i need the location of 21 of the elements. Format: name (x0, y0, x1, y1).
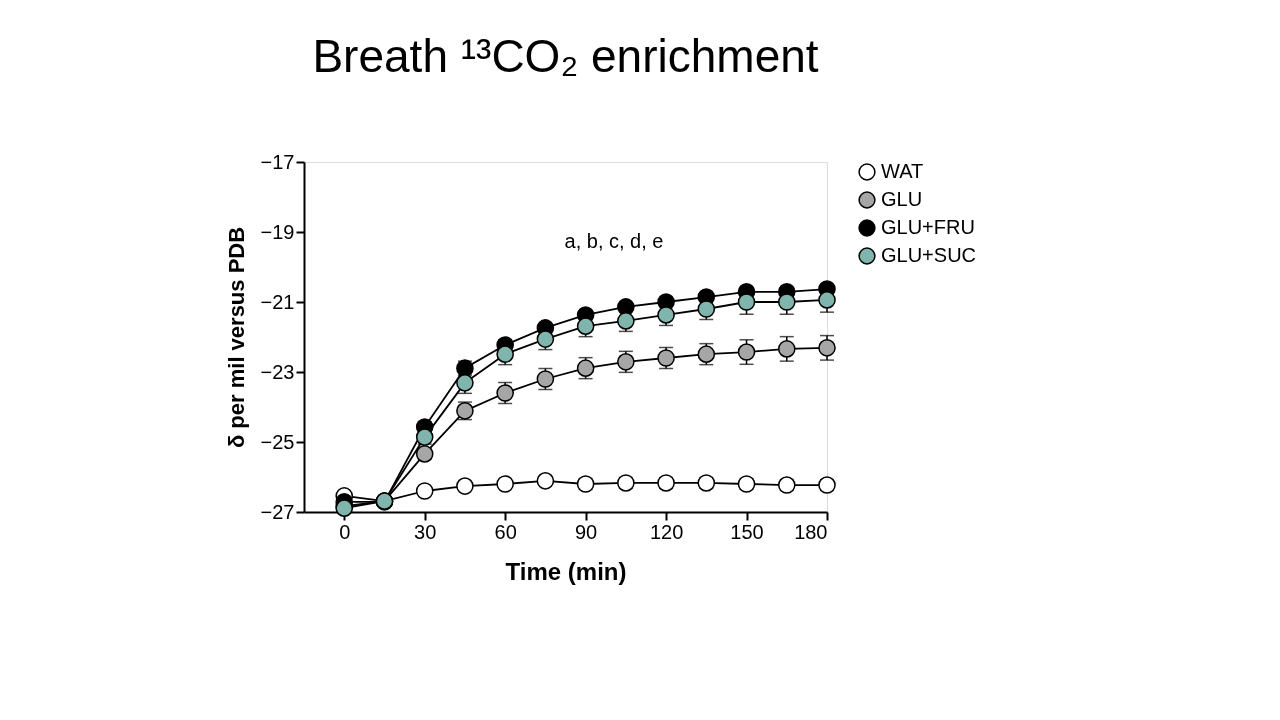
y-tick-label: −17 (260, 150, 295, 173)
legend-label: GLU+SUC (881, 244, 977, 266)
y-tick-label: −21 (260, 290, 295, 313)
x-tick-label: 30 (414, 520, 437, 543)
y-tick-label: −19 (260, 220, 295, 243)
x-tick-label: 90 (574, 520, 598, 543)
x-tick-label: 0 (339, 520, 351, 543)
x-tick-label: 180 (794, 520, 828, 543)
y-tick-label: −25 (260, 430, 295, 453)
x-tick-label: 60 (494, 520, 517, 543)
x-tick-label: 120 (649, 520, 684, 543)
x-tick-label: 150 (730, 520, 764, 543)
annotation: a, b, c, d, e (564, 230, 664, 252)
legend-label: GLU (881, 188, 923, 210)
legend-label: GLU+FRU (881, 216, 975, 238)
y-tick-label: −23 (260, 360, 295, 383)
x-axis-title: Time (min) (505, 557, 627, 585)
chart-title: Breath ¹³CO₂ enrichment (312, 30, 819, 82)
y-axis-title: δ per mil versus PDB (223, 226, 249, 449)
legend-label: WAT (881, 160, 924, 182)
y-tick-label: −27 (260, 500, 295, 523)
